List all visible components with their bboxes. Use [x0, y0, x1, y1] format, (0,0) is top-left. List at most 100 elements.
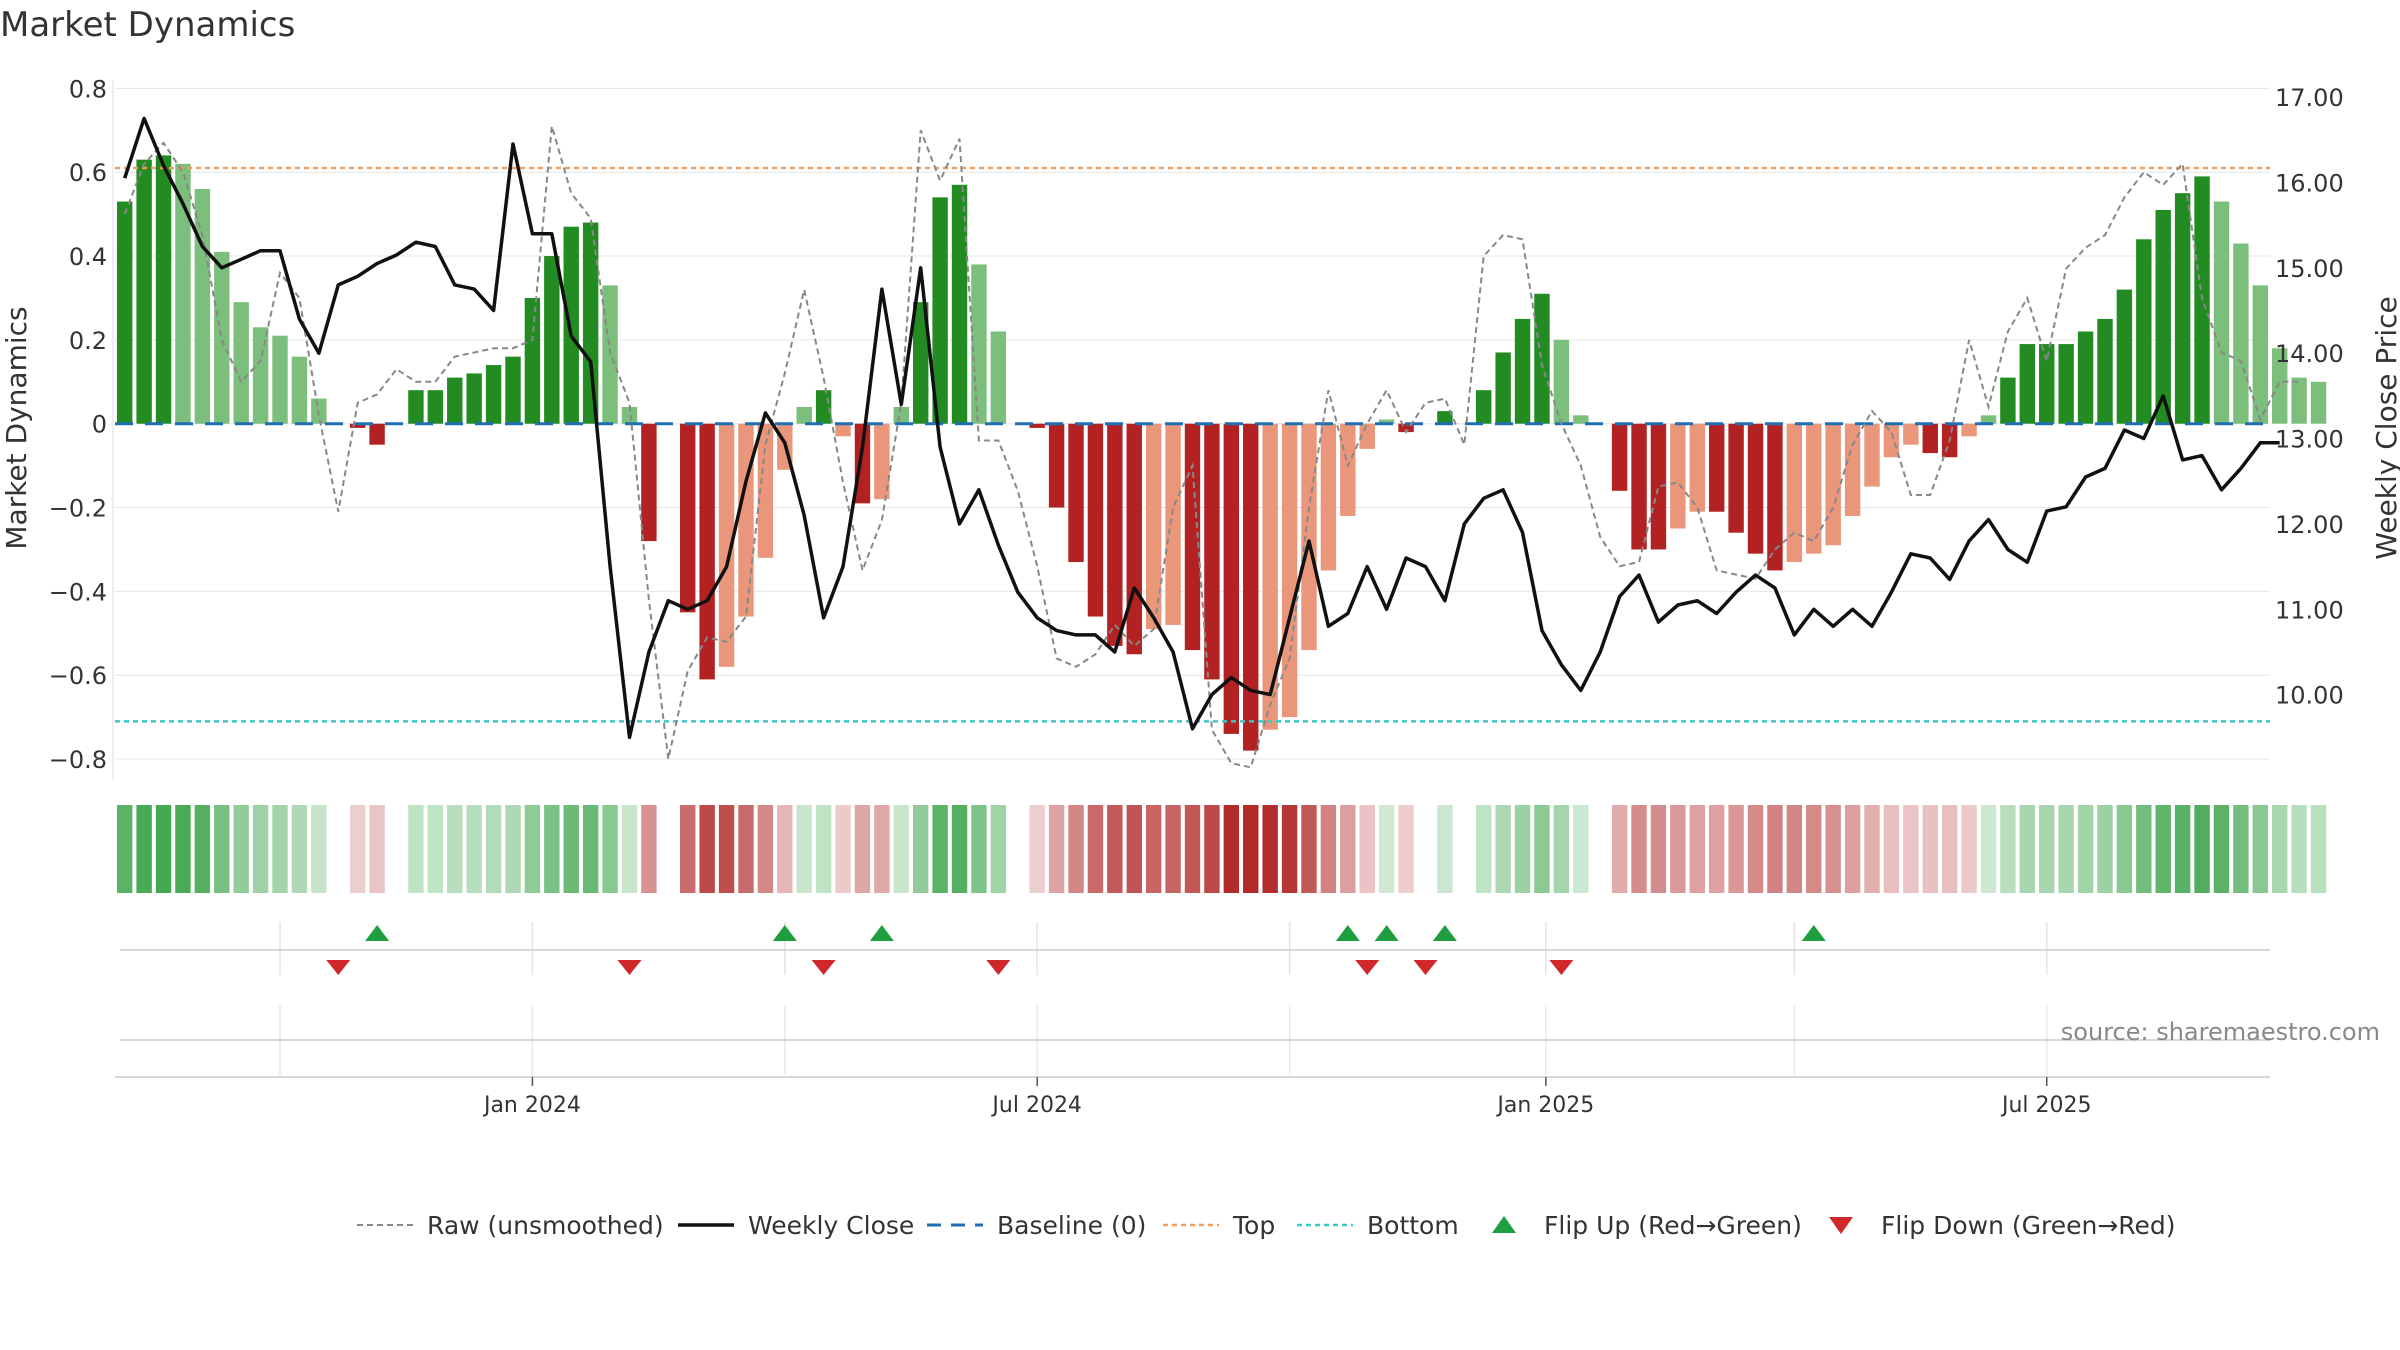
momentum-bar — [932, 197, 948, 424]
legend-label-baseline: Baseline (0) — [997, 1211, 1146, 1240]
heat-cell — [291, 805, 308, 893]
y-right-tick-label: 17.00 — [2275, 84, 2344, 112]
heat-cell — [2213, 805, 2230, 893]
momentum-bar — [1340, 423, 1356, 516]
heat-cell — [563, 805, 579, 893]
flip-down-marker — [326, 960, 351, 975]
momentum-bar — [1262, 423, 1278, 730]
heat-cell — [1553, 805, 1570, 893]
momentum-bar — [447, 377, 463, 424]
heat-cell — [1398, 805, 1414, 893]
heat-cell — [1883, 805, 1900, 893]
heat-cell — [466, 805, 482, 893]
momentum-bar — [1980, 415, 1997, 424]
heat-cell — [990, 805, 1007, 893]
x-tick-label: Jan 2024 — [482, 1093, 581, 1118]
momentum-bar — [582, 222, 599, 424]
momentum-bar — [2272, 348, 2288, 424]
momentum-bar — [1087, 423, 1104, 617]
momentum-bar — [971, 264, 987, 424]
heat-cell — [136, 805, 152, 893]
momentum-bar — [1864, 423, 1880, 487]
heat-cell — [1650, 805, 1667, 893]
heat-cell — [1747, 805, 1764, 893]
heat-cell — [815, 805, 832, 893]
momentum-bar — [2136, 239, 2152, 424]
heat-cell — [1223, 805, 1240, 893]
momentum-bar — [2077, 331, 2094, 424]
momentum-bar — [291, 356, 308, 424]
heat-cell — [2155, 805, 2171, 893]
heat-cell — [117, 805, 133, 893]
momentum-bar — [524, 297, 541, 424]
x-tick-label: Jan 2025 — [1495, 1093, 1594, 1118]
momentum-bar — [1378, 419, 1395, 424]
momentum-bar — [815, 390, 832, 424]
momentum-bar — [1611, 423, 1628, 491]
bottom-panel — [115, 1005, 2270, 1078]
heat-cell — [1204, 805, 1220, 893]
momentum-bar — [272, 335, 288, 424]
heat-cell — [1029, 805, 1045, 893]
heat-cell — [1378, 805, 1395, 893]
heat-cell — [1107, 805, 1123, 893]
momentum-heat-strip — [117, 805, 2327, 893]
flip-up-marker — [365, 925, 390, 941]
heat-cell — [2019, 805, 2036, 893]
legend-label-flip_down: Flip Down (Green→Red) — [1881, 1211, 2176, 1240]
momentum-bar — [990, 331, 1007, 424]
heat-cell — [2272, 805, 2288, 893]
momentum-bar — [194, 188, 211, 424]
y-left-tick-label: 0.6 — [69, 159, 107, 187]
momentum-bar — [893, 406, 909, 424]
momentum-bar — [621, 406, 638, 424]
momentum-bar — [796, 406, 812, 424]
momentum-bar — [1514, 318, 1531, 424]
heat-cell — [2058, 805, 2074, 893]
heat-cell — [699, 805, 715, 893]
momentum-bar — [2155, 209, 2171, 424]
heat-cell — [1048, 805, 1065, 893]
legend-swatch-flip_up — [1492, 1216, 1516, 1233]
heat-cell — [1534, 805, 1550, 893]
heat-cell — [194, 805, 211, 893]
legend-label-raw: Raw (unsmoothed) — [427, 1211, 664, 1240]
momentum-bar — [2252, 285, 2268, 424]
y-right-tick-label: 10.00 — [2275, 682, 2344, 710]
momentum-bar — [155, 155, 172, 424]
y-left-tick-label: −0.6 — [49, 662, 107, 690]
y-right-tick-label: 16.00 — [2275, 169, 2344, 197]
momentum-bar — [835, 423, 851, 437]
y-right-tick-label: 14.00 — [2275, 340, 2344, 368]
y-left-tick-label: 0 — [92, 411, 107, 439]
heat-cell — [1922, 805, 1938, 893]
heat-cell — [175, 805, 191, 893]
momentum-bar — [951, 184, 968, 424]
heat-cell — [835, 805, 851, 893]
heat-cell — [524, 805, 541, 893]
momentum-bar — [1204, 423, 1220, 680]
heat-cell — [680, 805, 696, 893]
heat-cell — [1126, 805, 1142, 893]
heat-cell — [252, 805, 269, 893]
heat-cell — [505, 805, 521, 893]
momentum-bar — [718, 423, 735, 667]
momentum-bar — [1747, 423, 1764, 554]
momentum-bar — [1670, 423, 1686, 529]
heat-cell — [796, 805, 812, 893]
source-label: source: sharemaestro.com — [2061, 1018, 2380, 1046]
flip-up-marker — [869, 925, 894, 941]
heat-cell — [155, 805, 172, 893]
y-right-tick-label: 12.00 — [2275, 511, 2344, 539]
heat-cell — [1708, 805, 1725, 893]
flip-markers-panel — [120, 922, 2270, 975]
heat-cell — [1611, 805, 1628, 893]
y-right-tick-label: 13.00 — [2275, 426, 2344, 454]
heat-cell — [1476, 805, 1492, 893]
heat-cell — [1243, 805, 1259, 893]
flip-down-marker — [1413, 960, 1438, 975]
heat-cell — [2291, 805, 2307, 893]
heat-cell — [2194, 805, 2210, 893]
heat-cell — [912, 805, 929, 893]
